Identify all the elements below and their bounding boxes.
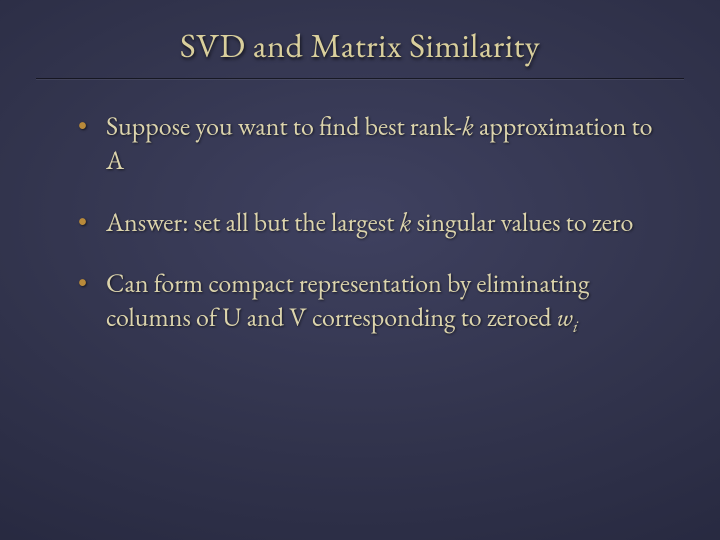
bullet-item: Answer: set all but the largest k singul… <box>82 206 656 240</box>
var-U: U <box>222 300 241 334</box>
bullet-text: Answer: set all but the largest <box>106 205 400 239</box>
bullet-text: Suppose you want to find best rank- <box>106 109 462 143</box>
var-V: V <box>289 300 306 334</box>
var-w: w <box>557 300 573 334</box>
bullet-item: Can form compact representation by elimi… <box>82 267 656 339</box>
bullet-item: Suppose you want to find best rank-k app… <box>82 110 656 178</box>
bullet-text: singular values to zero <box>411 205 633 239</box>
var-w-subscript: i <box>573 316 578 338</box>
var-k: k <box>462 109 474 143</box>
slide-title: SVD and Matrix Similarity <box>56 24 664 68</box>
bullet-list: Suppose you want to find best rank-k app… <box>56 110 664 339</box>
slide: SVD and Matrix Similarity Suppose you wa… <box>0 0 720 540</box>
var-k: k <box>400 205 412 239</box>
bullet-text: approximation to <box>474 109 653 143</box>
title-divider <box>36 78 684 80</box>
bullet-text: and <box>242 300 290 334</box>
bullet-text: corresponding to zeroed <box>307 300 557 334</box>
var-A: A <box>106 143 124 177</box>
